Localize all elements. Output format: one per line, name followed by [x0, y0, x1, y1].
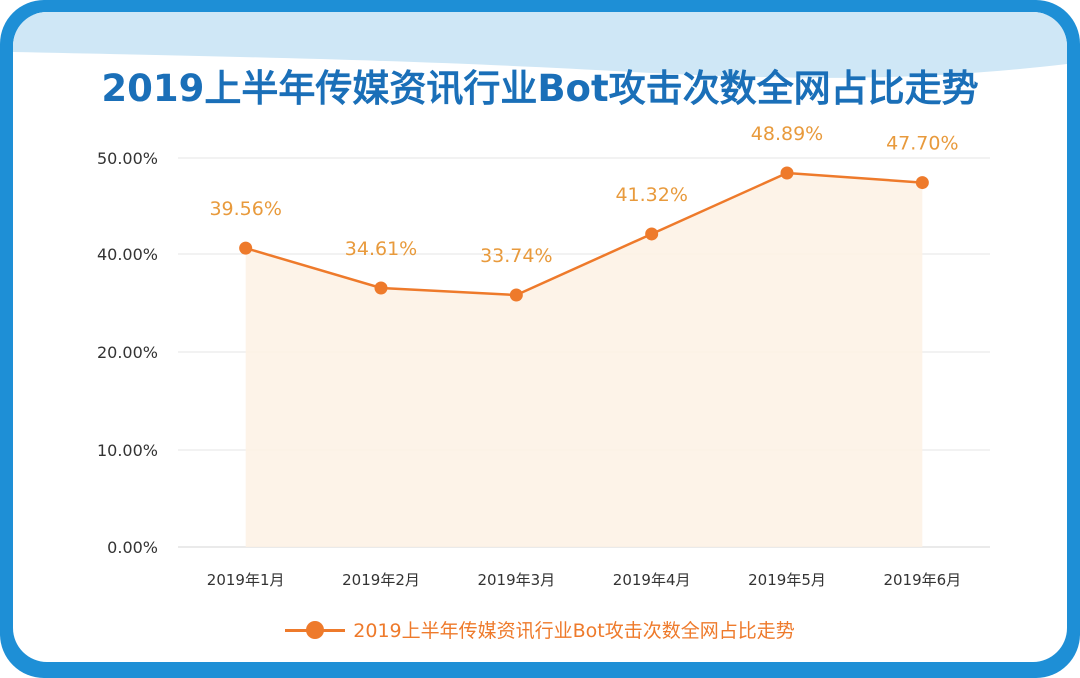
legend: 2019上半年传媒资讯行业Bot攻击次数全网占比走势	[0, 616, 1080, 643]
data-point	[915, 176, 929, 190]
y-tick-label: 40.00%	[97, 245, 158, 264]
header-wave	[13, 12, 1067, 78]
x-tick-label: 2019年2月	[342, 571, 420, 589]
x-tick-label: 2019年4月	[613, 571, 691, 589]
y-tick-label: 0.00%	[107, 538, 158, 557]
data-point	[780, 166, 794, 180]
x-tick-label: 2019年6月	[883, 571, 961, 589]
data-label: 39.56%	[209, 198, 281, 220]
legend-marker	[285, 620, 346, 640]
data-point	[509, 288, 523, 302]
y-tick-label: 50.00%	[97, 149, 158, 168]
y-tick-label: 20.00%	[97, 343, 158, 362]
data-point	[374, 281, 388, 295]
data-label: 47.70%	[886, 133, 958, 155]
data-label: 33.74%	[480, 245, 552, 267]
legend-label: 2019上半年传媒资讯行业Bot攻击次数全网占比走势	[353, 620, 795, 642]
chart-title: 2019上半年传媒资讯行业Bot攻击次数全网占比走势	[101, 67, 979, 110]
series-area	[245, 173, 923, 547]
data-label: 41.32%	[615, 184, 687, 206]
data-point	[645, 227, 659, 241]
y-tick-label: 10.00%	[97, 441, 158, 460]
x-tick-label: 2019年3月	[477, 571, 555, 589]
data-label: 34.61%	[345, 238, 417, 260]
data-point	[239, 241, 253, 255]
series-line	[245, 171, 923, 297]
x-tick-label: 2019年5月	[748, 571, 826, 589]
x-tick-label: 2019年1月	[207, 571, 285, 589]
data-label: 48.89%	[751, 123, 823, 145]
